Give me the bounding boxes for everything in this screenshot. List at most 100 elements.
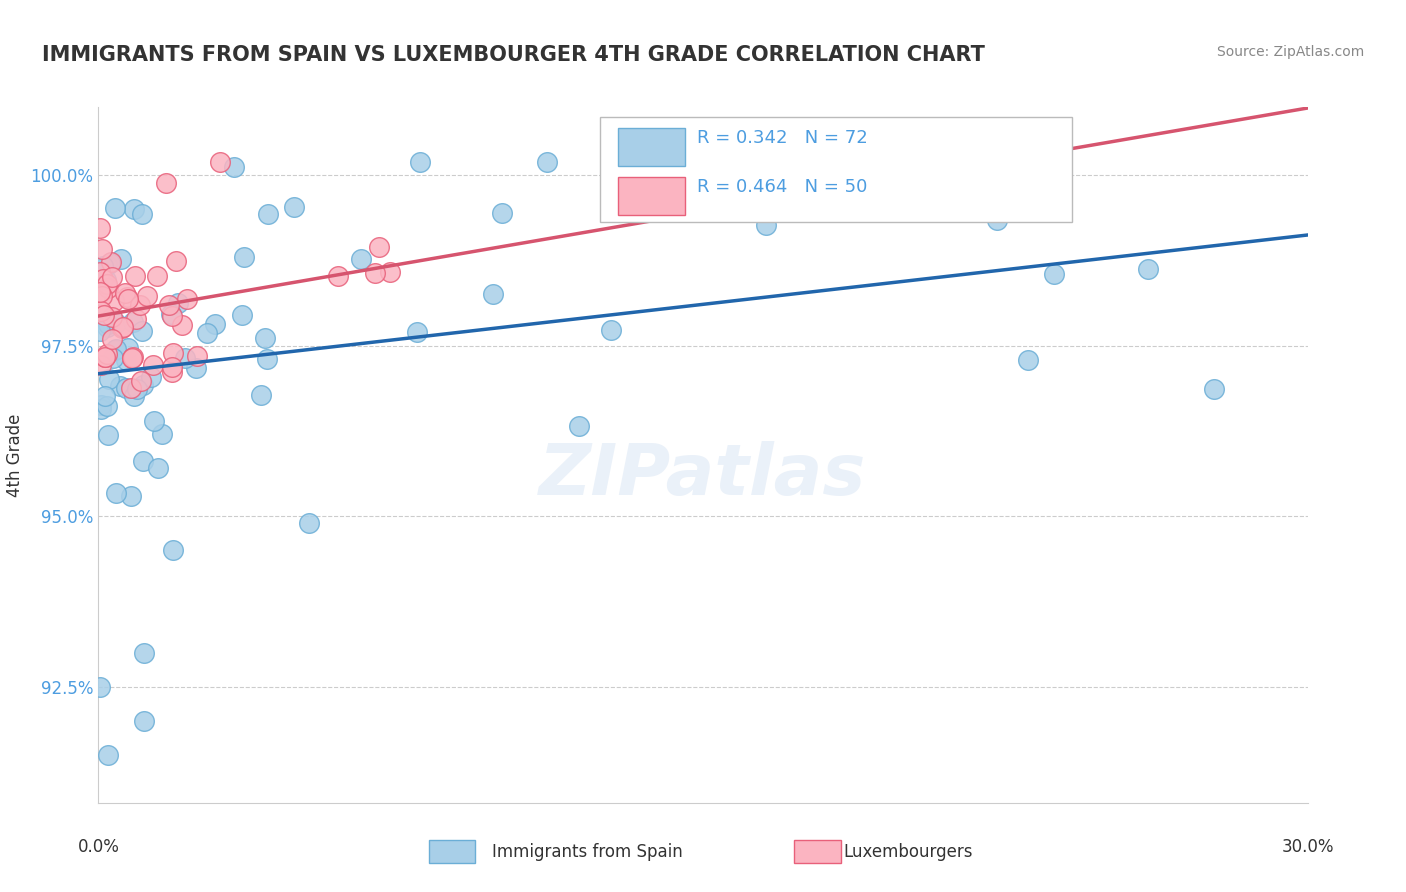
Text: Immigrants from Spain: Immigrants from Spain [492, 843, 683, 861]
Point [93, 308, 115, 322]
Point [114, 286, 136, 301]
Point [122, 315, 145, 329]
Point [110, 321, 132, 335]
Point [405, 326, 427, 340]
Point [1202, 383, 1225, 397]
Point [94, 350, 117, 364]
Point [120, 381, 142, 395]
Point [103, 293, 125, 308]
Point [93, 260, 115, 274]
Point [160, 360, 183, 375]
Point [111, 320, 134, 334]
Point [167, 296, 190, 310]
Point [204, 317, 226, 331]
Point [104, 343, 127, 357]
Point [491, 205, 513, 219]
Point [408, 154, 430, 169]
Point [184, 361, 207, 376]
Text: IMMIGRANTS FROM SPAIN VS LUXEMBOURGER 4TH GRADE CORRELATION CHART: IMMIGRANTS FROM SPAIN VS LUXEMBOURGER 4T… [42, 45, 986, 64]
Point [96, 347, 118, 361]
Point [160, 310, 183, 324]
Point [253, 331, 276, 345]
Point [93, 389, 115, 403]
Point [115, 381, 138, 395]
Point [143, 414, 166, 428]
Point [162, 346, 184, 360]
Point [297, 516, 319, 530]
Y-axis label: 4th Grade: 4th Grade [6, 413, 24, 497]
Point [165, 253, 187, 268]
Point [146, 461, 169, 475]
Point [104, 202, 127, 216]
Point [139, 370, 162, 384]
Point [91, 242, 114, 256]
Point [1137, 261, 1160, 276]
Point [131, 207, 153, 221]
Point [131, 324, 153, 338]
Point [186, 349, 208, 363]
FancyBboxPatch shape [600, 118, 1071, 222]
Point [117, 341, 139, 355]
Point [89, 285, 111, 299]
Text: R = 0.342   N = 72: R = 0.342 N = 72 [697, 129, 868, 147]
Point [114, 353, 136, 368]
Point [481, 287, 503, 301]
Point [131, 377, 153, 392]
Point [110, 379, 132, 393]
Point [93, 350, 115, 364]
Point [89, 265, 111, 279]
Point [162, 543, 184, 558]
Point [104, 342, 127, 356]
Point [209, 154, 232, 169]
Point [94, 273, 117, 287]
Point [159, 307, 181, 321]
Point [101, 351, 124, 365]
Point [117, 292, 139, 306]
Text: R = 0.464   N = 50: R = 0.464 N = 50 [697, 178, 868, 196]
Point [89, 324, 111, 338]
Point [97, 281, 120, 295]
Point [536, 154, 558, 169]
Point [125, 382, 148, 396]
Point [136, 289, 159, 303]
Text: ZIPatlas: ZIPatlas [540, 442, 866, 510]
Point [256, 352, 278, 367]
Point [755, 219, 778, 233]
Point [145, 269, 167, 284]
Point [231, 308, 253, 322]
Point [600, 323, 623, 337]
Point [257, 207, 280, 221]
Point [150, 426, 173, 441]
Point [368, 240, 391, 254]
Point [364, 266, 387, 280]
Point [100, 332, 122, 346]
Point [124, 269, 146, 284]
Point [121, 351, 143, 366]
Point [90, 401, 112, 416]
Point [90, 288, 112, 302]
Point [105, 486, 128, 500]
Point [90, 398, 112, 412]
Point [90, 304, 112, 318]
Point [250, 388, 273, 402]
Point [142, 359, 165, 373]
Point [283, 200, 305, 214]
Point [115, 290, 138, 304]
Point [98, 372, 121, 386]
Point [134, 646, 156, 660]
Point [125, 312, 148, 326]
Point [1043, 267, 1066, 281]
Point [222, 160, 245, 174]
Point [97, 428, 120, 442]
Point [121, 351, 143, 366]
Point [132, 714, 155, 728]
Point [378, 265, 401, 279]
Point [97, 317, 120, 331]
Point [170, 318, 193, 332]
Point [96, 259, 118, 273]
Point [129, 298, 152, 312]
FancyBboxPatch shape [619, 128, 685, 166]
Point [122, 350, 145, 364]
Point [110, 252, 132, 266]
Point [568, 419, 591, 434]
